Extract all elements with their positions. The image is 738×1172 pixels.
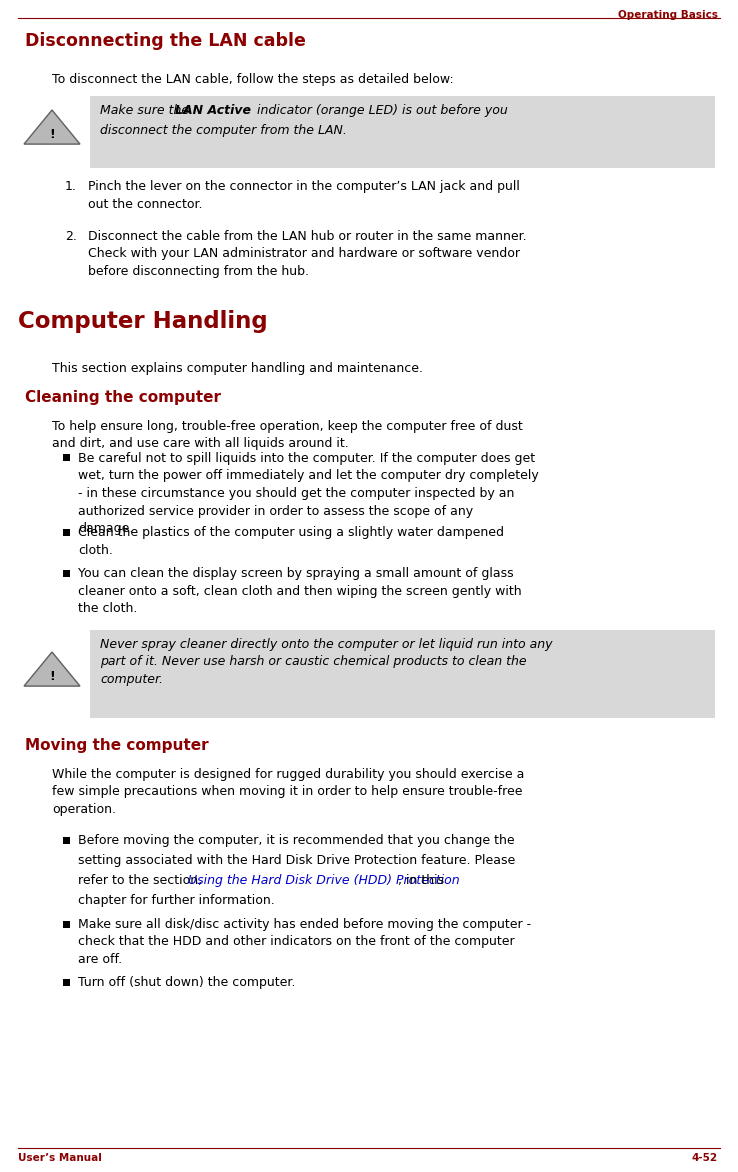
Text: , in this: , in this: [398, 874, 444, 887]
Text: Operating Basics: Operating Basics: [618, 11, 718, 20]
Text: Clean the plastics of the computer using a slightly water dampened
cloth.: Clean the plastics of the computer using…: [78, 526, 504, 557]
Text: !: !: [49, 128, 55, 141]
FancyBboxPatch shape: [63, 570, 70, 577]
Text: refer to the section,: refer to the section,: [78, 874, 206, 887]
FancyBboxPatch shape: [63, 837, 70, 844]
Text: To disconnect the LAN cable, follow the steps as detailed below:: To disconnect the LAN cable, follow the …: [52, 73, 454, 86]
Text: Pinch the lever on the connector in the computer’s LAN jack and pull
out the con: Pinch the lever on the connector in the …: [88, 180, 520, 211]
Text: Using the Hard Disk Drive (HDD) Protection: Using the Hard Disk Drive (HDD) Protecti…: [188, 874, 460, 887]
Text: Cleaning the computer: Cleaning the computer: [25, 390, 221, 406]
Text: Moving the computer: Moving the computer: [25, 738, 209, 752]
Text: 4-52: 4-52: [692, 1153, 718, 1163]
Text: You can clean the display screen by spraying a small amount of glass
cleaner ont: You can clean the display screen by spra…: [78, 567, 522, 615]
Text: Be careful not to spill liquids into the computer. If the computer does get
wet,: Be careful not to spill liquids into the…: [78, 452, 539, 534]
Text: Make sure the: Make sure the: [100, 104, 193, 117]
Text: disconnect the computer from the LAN.: disconnect the computer from the LAN.: [100, 124, 347, 137]
Text: Disconnect the cable from the LAN hub or router in the same manner.
Check with y: Disconnect the cable from the LAN hub or…: [88, 230, 527, 278]
FancyBboxPatch shape: [63, 979, 70, 986]
Polygon shape: [24, 110, 80, 144]
Text: !: !: [49, 669, 55, 683]
Text: Never spray cleaner directly onto the computer or let liquid run into any
part o: Never spray cleaner directly onto the co…: [100, 638, 553, 686]
Text: Turn off (shut down) the computer.: Turn off (shut down) the computer.: [78, 976, 295, 989]
Text: Make sure all disk/disc activity has ended before moving the computer -
check th: Make sure all disk/disc activity has end…: [78, 918, 531, 966]
FancyBboxPatch shape: [63, 455, 70, 462]
Text: To help ensure long, trouble-free operation, keep the computer free of dust
and : To help ensure long, trouble-free operat…: [52, 420, 523, 450]
FancyBboxPatch shape: [63, 529, 70, 536]
Text: setting associated with the Hard Disk Drive Protection feature. Please: setting associated with the Hard Disk Dr…: [78, 854, 515, 867]
FancyBboxPatch shape: [90, 96, 715, 168]
Text: LAN Active: LAN Active: [175, 104, 251, 117]
Text: chapter for further information.: chapter for further information.: [78, 894, 275, 907]
FancyBboxPatch shape: [63, 920, 70, 927]
Text: Disconnecting the LAN cable: Disconnecting the LAN cable: [25, 32, 306, 50]
FancyBboxPatch shape: [90, 631, 715, 718]
Text: Computer Handling: Computer Handling: [18, 311, 268, 333]
Text: 2.: 2.: [65, 230, 77, 243]
Text: 1.: 1.: [65, 180, 77, 193]
Text: This section explains computer handling and maintenance.: This section explains computer handling …: [52, 362, 423, 375]
Text: User’s Manual: User’s Manual: [18, 1153, 102, 1163]
Text: While the computer is designed for rugged durability you should exercise a
few s: While the computer is designed for rugge…: [52, 768, 525, 816]
Text: Before moving the computer, it is recommended that you change the: Before moving the computer, it is recomm…: [78, 834, 514, 847]
Text: indicator (orange LED) is out before you: indicator (orange LED) is out before you: [253, 104, 508, 117]
Polygon shape: [24, 652, 80, 686]
